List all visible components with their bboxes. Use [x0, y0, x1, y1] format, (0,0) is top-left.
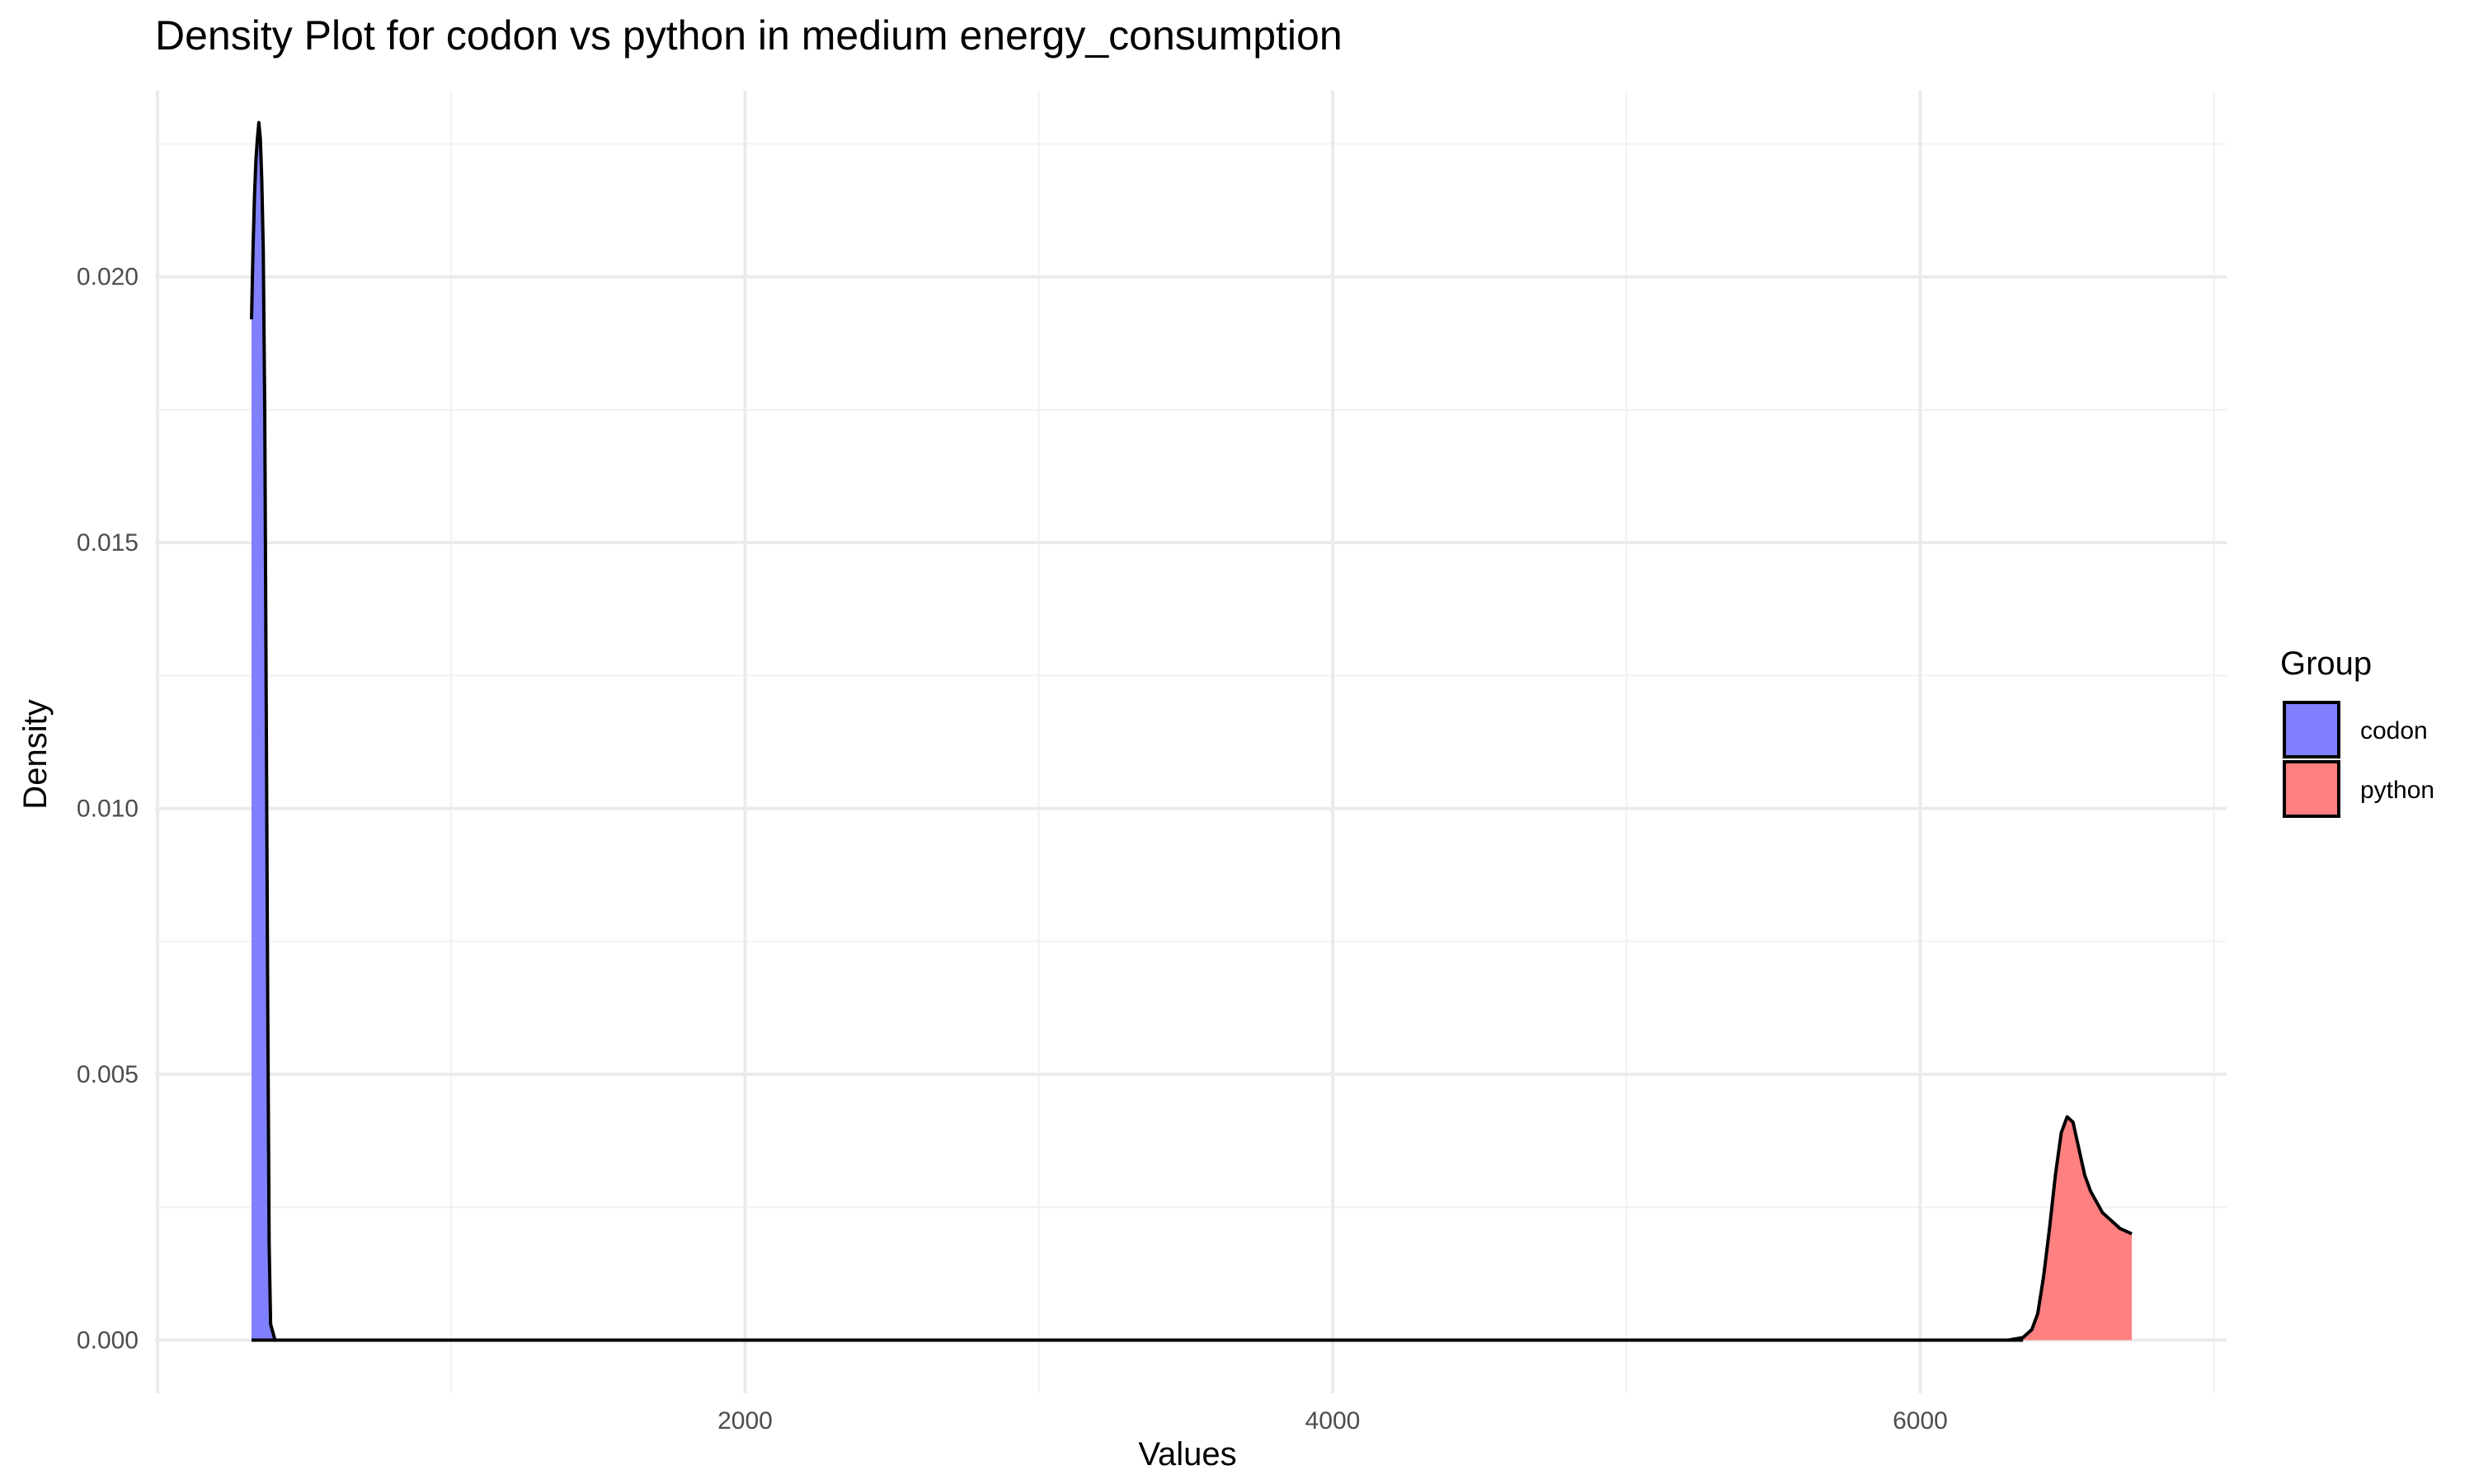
y-axis-title: Density [17, 699, 54, 809]
y-tick-label: 0.020 [77, 264, 139, 291]
legend-key-python [2283, 760, 2340, 818]
x-tick-label: 6000 [1893, 1407, 1948, 1435]
legend-label-python: python [2360, 777, 2434, 804]
y-tick-label: 0.005 [77, 1061, 139, 1088]
y-axis-ticks: 0.000 0.005 0.010 0.015 0.020 [77, 264, 139, 1355]
y-tick-label: 0.000 [77, 1327, 139, 1355]
x-axis-title: Values [1138, 1436, 1236, 1472]
legend-label-codon: codon [2360, 717, 2428, 744]
density-lines [250, 120, 2133, 1342]
density-areas [252, 122, 2132, 1341]
density-area-python [252, 1116, 2132, 1341]
x-tick-label: 4000 [1305, 1407, 1361, 1435]
density-line-python [252, 1115, 2133, 1342]
chart-title: Density Plot for codon vs python in medi… [155, 12, 1343, 59]
legend: Group codon python [2280, 646, 2434, 818]
legend-title: Group [2280, 646, 2372, 682]
x-axis-ticks: 2000 4000 6000 [717, 1407, 1948, 1435]
y-tick-label: 0.010 [77, 796, 139, 823]
x-tick-label: 2000 [717, 1407, 773, 1435]
density-area-codon [252, 122, 2024, 1341]
minor-gridlines [155, 91, 2227, 1393]
density-line-codon [250, 120, 2024, 1342]
major-gridlines [155, 91, 2227, 1393]
y-tick-label: 0.015 [77, 529, 139, 556]
legend-key-codon [2283, 701, 2340, 758]
